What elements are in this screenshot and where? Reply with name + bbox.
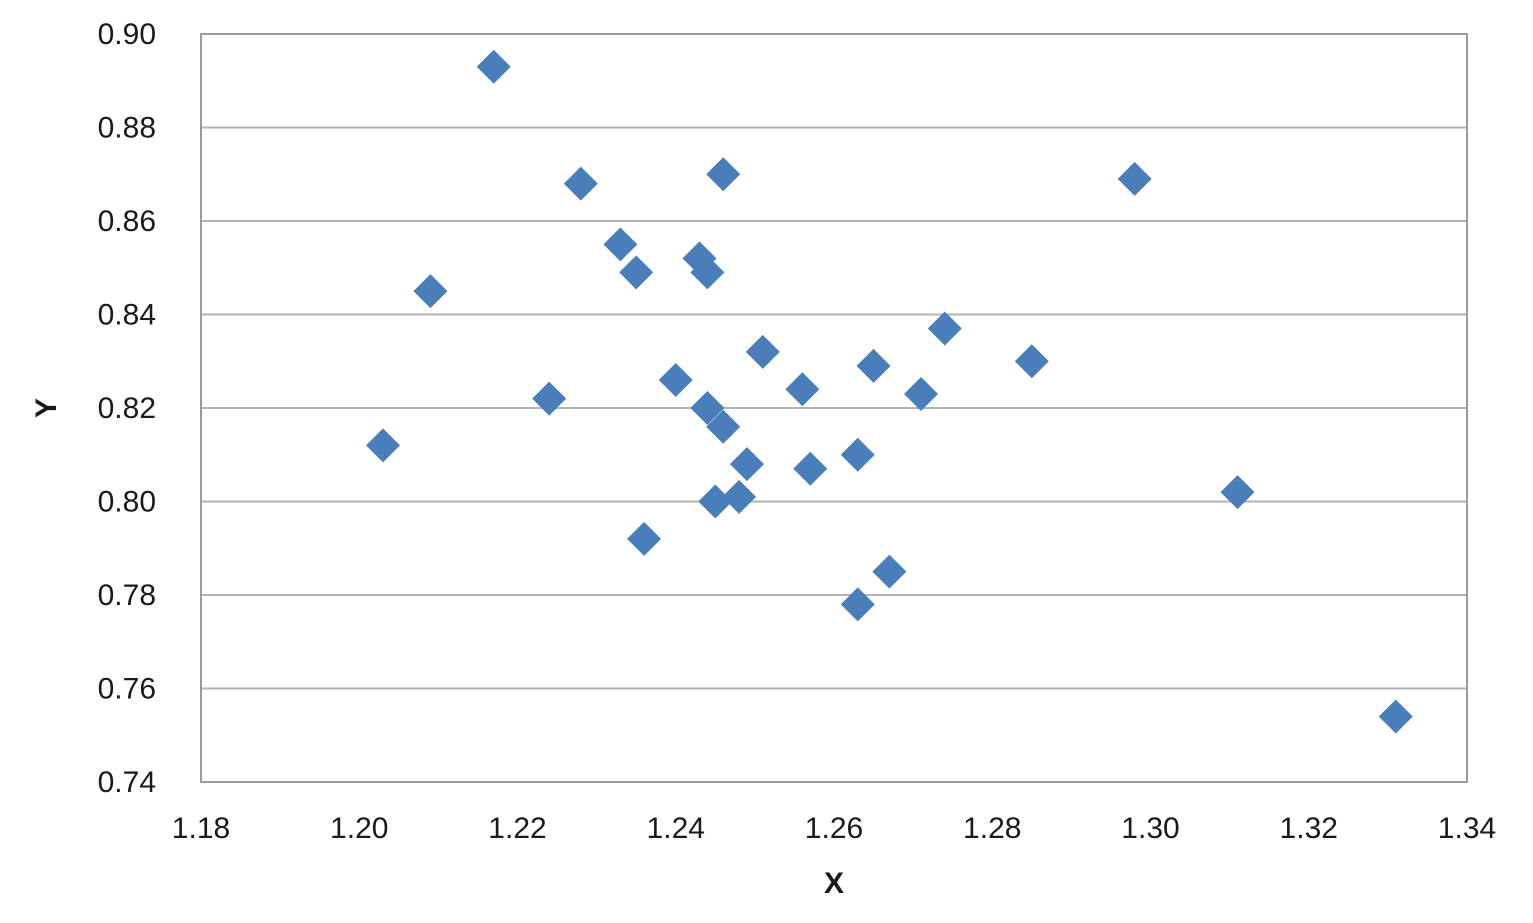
data-point [904,376,939,411]
x-tick-label: 1.32 [1280,812,1338,845]
x-tick-label: 1.34 [1438,812,1496,845]
grid-lines [201,33,1467,783]
x-tick-label: 1.28 [963,812,1021,845]
data-point [706,409,741,444]
data-point [690,391,725,425]
data-point [619,255,654,290]
data-point [603,227,638,262]
data-point [793,451,828,486]
data-point [722,479,757,514]
data-point [927,311,962,346]
data-point [785,372,820,407]
y-tick-label: 0.78 [98,579,156,612]
x-axis-title: X [824,867,844,900]
x-tick-label: 1.22 [488,812,546,845]
data-point [1378,699,1413,734]
data-point [690,255,725,290]
y-tick-label: 0.90 [98,18,156,51]
data-point [658,362,693,397]
y-axis-title: Y [30,398,63,418]
x-axis-tick-labels: 1.18 1.20 1.22 1.24 1.26 1.28 1.30 1.32 1.34 [172,812,1496,845]
y-tick-label: 0.86 [98,205,156,238]
y-tick-label: 0.84 [98,299,156,332]
data-point [563,166,598,201]
data-point [872,554,907,589]
y-axis-tick-labels: 0.74 0.76 0.78 0.80 0.82 0.84 0.86 0.88 0.90 [98,18,156,799]
y-tick-label: 0.88 [98,112,156,145]
data-point [476,49,511,84]
y-tick-label: 0.76 [98,673,156,706]
x-tick-label: 1.20 [330,812,388,845]
data-point [706,157,741,192]
data-point [413,274,448,309]
y-tick-label: 0.82 [98,392,156,425]
data-point [627,521,662,556]
x-tick-label: 1.30 [1121,812,1179,845]
y-tick-label: 0.74 [98,766,156,799]
data-points [365,49,1413,734]
y-tick-label: 0.80 [98,486,156,519]
plot-area-border [200,33,1468,783]
data-point [698,484,733,519]
data-point [365,428,400,463]
x-tick-label: 1.18 [172,812,230,845]
data-point [745,334,780,369]
data-point [840,587,875,622]
x-tick-label: 1.26 [805,812,863,845]
data-point [532,381,567,416]
data-point [1117,161,1152,196]
data-point [856,348,891,383]
data-point [840,437,875,472]
data-point [1220,475,1255,510]
data-point [1014,344,1049,379]
x-tick-label: 1.24 [647,812,705,845]
data-point [729,447,764,482]
